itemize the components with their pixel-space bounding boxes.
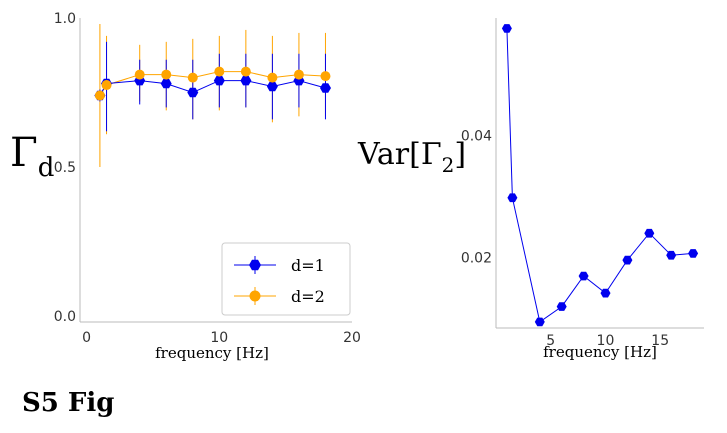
- right-data-marks: [501, 24, 699, 327]
- series-line-d1: [99, 80, 326, 96]
- variance-point: [644, 228, 655, 238]
- variance-point: [622, 255, 633, 265]
- right-tick-labels: 5 10 15 0.02 0.04: [461, 128, 669, 349]
- left-x-axis-label: frequency [Hz]: [155, 344, 269, 362]
- legend-d2-label: d=2: [291, 287, 325, 306]
- data-point-d2: [134, 69, 145, 80]
- figure-label: S5 Fig: [22, 388, 115, 418]
- right-x-tick-label: 15: [651, 333, 669, 349]
- variance-point: [501, 24, 512, 33]
- data-point-d2: [214, 66, 225, 77]
- figure-canvas: 0 10 20 0.0 0.5 1.0 Γd frequency [Hz] d=1 d=2: [10, 11, 704, 362]
- left-x-tick-label: 10: [210, 330, 228, 346]
- left-panel: 0 10 20 0.0 0.5 1.0 Γd frequency [Hz] d=1 d=2: [10, 11, 361, 362]
- legend: d=1 d=2: [221, 242, 351, 316]
- data-point-d2: [267, 72, 278, 83]
- left-tick-labels: 0 10 20 0.0 0.5 1.0: [54, 11, 361, 346]
- legend-entry-d2: d=2: [234, 287, 325, 306]
- data-point-d1: [187, 87, 199, 98]
- data-point-d2: [161, 69, 172, 80]
- left-y-tick-label: 1.0: [54, 11, 76, 27]
- data-point-d1: [240, 75, 252, 86]
- data-point-d1: [266, 81, 278, 92]
- data-point-d2: [187, 72, 198, 83]
- data-point-d2: [240, 66, 251, 77]
- left-x-tick-label: 0: [82, 330, 91, 346]
- series-line-d2: [99, 71, 326, 96]
- data-point-d1: [160, 78, 172, 89]
- right-y-tick-label: 0.04: [461, 128, 492, 144]
- legend-entry-d1: d=1: [234, 256, 325, 275]
- left-x-tick-label: 20: [343, 330, 361, 346]
- legend-frame: [221, 242, 351, 316]
- legend-d2-marker: [249, 290, 261, 302]
- right-panel: 5 10 15 0.02 0.04 Var[Γ2] frequency [Hz]: [357, 18, 704, 361]
- data-point-d2: [94, 90, 105, 101]
- legend-d1-label: d=1: [291, 256, 325, 275]
- variance-point: [600, 288, 611, 298]
- right-axes: [495, 18, 704, 329]
- left-axes: [79, 18, 352, 323]
- variance-point: [688, 249, 699, 258]
- left-y-axis-label: Γd: [10, 130, 54, 183]
- right-x-axis-label: frequency [Hz]: [543, 343, 657, 361]
- data-point-d2: [101, 80, 112, 91]
- right-y-tick-label: 0.02: [461, 251, 492, 267]
- variance-point: [578, 271, 589, 281]
- right-y-axis-label: Var[Γ2]: [357, 137, 466, 177]
- data-point-d1: [320, 83, 331, 93]
- data-point-d2: [293, 69, 304, 80]
- variance-point: [556, 302, 567, 311]
- data-point-d2: [320, 71, 331, 82]
- data-point-d1: [213, 75, 225, 86]
- right-x-tick-label: 5: [546, 333, 555, 349]
- legend-d1-marker: [249, 259, 261, 271]
- left-data-marks: [94, 23, 331, 168]
- left-y-tick-label: 0.5: [54, 160, 76, 176]
- variance-line: [506, 28, 694, 323]
- left-y-tick-label: 0.0: [54, 309, 76, 325]
- right-x-tick-label: 10: [597, 333, 615, 349]
- variance-point: [507, 193, 518, 203]
- variance-point: [534, 317, 545, 327]
- variance-point: [666, 250, 677, 260]
